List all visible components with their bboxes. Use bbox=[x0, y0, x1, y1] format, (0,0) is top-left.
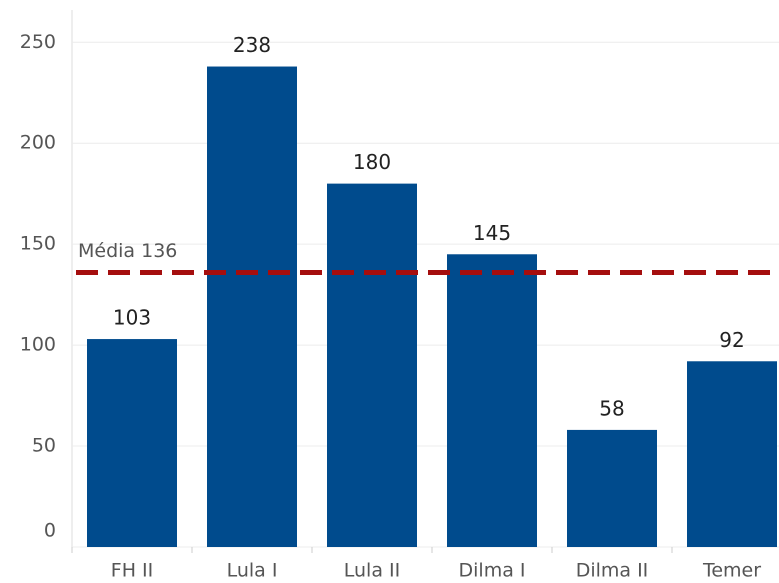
y-tick-label: 50 bbox=[32, 435, 56, 457]
bar bbox=[207, 66, 297, 548]
bar bbox=[327, 183, 417, 547]
y-tick-label: 200 bbox=[20, 132, 56, 154]
value-label: 103 bbox=[113, 306, 151, 330]
y-tick-label: 100 bbox=[20, 334, 56, 356]
x-tick-label: Temer bbox=[702, 560, 761, 582]
bar bbox=[567, 429, 657, 547]
bar bbox=[87, 339, 177, 547]
value-label: 180 bbox=[353, 150, 391, 174]
x-tick-label: Dilma I bbox=[459, 560, 526, 582]
x-tick-label: FH II bbox=[111, 560, 153, 582]
value-label: 58 bbox=[599, 396, 624, 420]
value-label: 238 bbox=[233, 33, 271, 57]
value-label: 145 bbox=[473, 221, 511, 245]
average-label: Média 136 bbox=[78, 240, 177, 262]
x-tick-label: Lula II bbox=[344, 560, 400, 582]
bar bbox=[687, 361, 777, 547]
x-tick-label: Dilma II bbox=[576, 560, 649, 582]
bar bbox=[447, 254, 537, 548]
y-tick-label: 150 bbox=[20, 233, 56, 255]
y-tick-label: 250 bbox=[20, 31, 56, 53]
x-tick-label: Lula I bbox=[227, 560, 278, 582]
y-tick-label: 0 bbox=[44, 520, 56, 542]
value-label: 92 bbox=[719, 328, 744, 352]
